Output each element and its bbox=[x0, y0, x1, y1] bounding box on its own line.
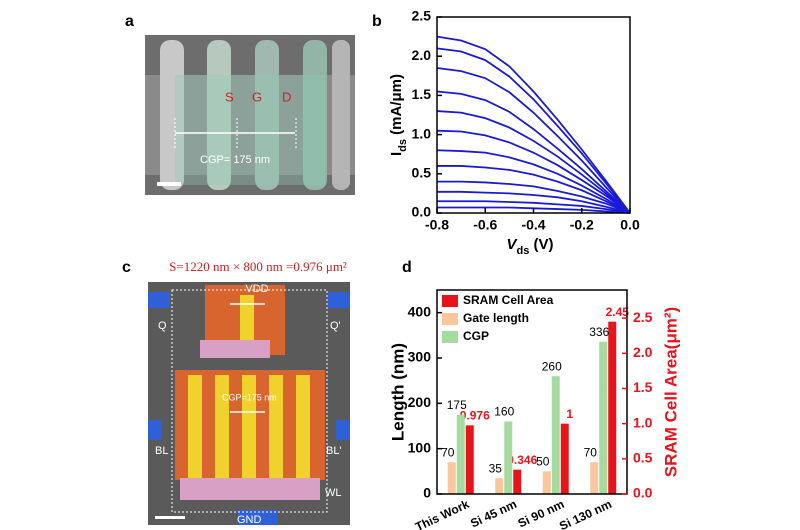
axis-title-main: V bbox=[506, 236, 518, 253]
image-text: S bbox=[225, 89, 234, 104]
plot-frame bbox=[436, 289, 628, 495]
y-tick-label: 100 bbox=[408, 439, 432, 455]
value-label: 2.45 bbox=[606, 305, 630, 319]
bar bbox=[551, 376, 560, 494]
y2-tick-label: 2.0 bbox=[633, 344, 653, 360]
image-text: CGP=175 nm bbox=[222, 392, 277, 402]
x-tick-label: Si 130 nm bbox=[557, 497, 614, 530]
y2-tick-label: 0.5 bbox=[633, 450, 653, 466]
bar bbox=[495, 478, 504, 494]
panel-label: d bbox=[402, 259, 412, 276]
image-text: D bbox=[282, 89, 291, 104]
panel-label: b bbox=[372, 13, 382, 30]
curve bbox=[436, 90, 631, 214]
y-tick-label: 1.0 bbox=[412, 125, 432, 141]
image-title: S=1220 nm × 800 nm =0.976 μm² bbox=[169, 259, 347, 274]
y-tick-label: 0.5 bbox=[412, 165, 432, 181]
bar bbox=[447, 462, 456, 494]
x-tick-label: 0.0 bbox=[620, 217, 640, 233]
curve bbox=[437, 180, 631, 214]
bar bbox=[513, 469, 522, 494]
curve bbox=[436, 149, 631, 214]
bar bbox=[590, 462, 599, 494]
image-text: CGP= 175 nm bbox=[200, 154, 270, 166]
sem-image-a bbox=[145, 35, 355, 195]
x-tick-label: -0.8 bbox=[425, 217, 449, 233]
image-text: Q bbox=[158, 320, 167, 332]
x-tick-label: Si 45 nm bbox=[468, 497, 519, 530]
curve bbox=[436, 47, 631, 214]
value-label: 70 bbox=[441, 445, 455, 459]
curve bbox=[437, 165, 631, 214]
x-tick-label: -0.6 bbox=[473, 217, 497, 233]
value-label: 1 bbox=[566, 407, 573, 421]
image-text: BL' bbox=[326, 445, 342, 457]
y2-tick-label: 2.5 bbox=[633, 309, 653, 325]
bar bbox=[504, 421, 513, 494]
panel-label: c bbox=[122, 259, 131, 276]
curve bbox=[436, 35, 631, 214]
y-tick-label: 1.5 bbox=[412, 86, 432, 102]
image-text: WL bbox=[325, 487, 342, 499]
bar bbox=[456, 414, 465, 494]
curve bbox=[436, 67, 631, 214]
y-tick-label: 0.0 bbox=[412, 204, 432, 220]
panel-label: a bbox=[125, 13, 134, 30]
y-tick-label: 200 bbox=[408, 394, 432, 410]
y2-tick-label: 1.0 bbox=[633, 414, 653, 430]
axis-title-unit: (mA/μm) bbox=[388, 74, 405, 139]
y2-tick-label: 0.0 bbox=[633, 485, 653, 501]
axis-title-main: I bbox=[388, 152, 405, 156]
axis-title-sub: ds bbox=[517, 245, 530, 257]
legend-label: Gate length bbox=[463, 311, 529, 325]
legend-swatch bbox=[442, 331, 458, 343]
x-tick-label: -0.2 bbox=[570, 217, 594, 233]
sem-image-c bbox=[148, 282, 350, 525]
curve bbox=[436, 129, 631, 214]
image-text: GND bbox=[237, 514, 262, 526]
legend-swatch bbox=[442, 313, 458, 325]
value-label: 70 bbox=[584, 445, 598, 459]
image-text: VDD bbox=[245, 283, 268, 295]
axis-title-unit: (V) bbox=[529, 236, 553, 253]
value-label: 0.976 bbox=[460, 409, 490, 423]
image-text: BL bbox=[155, 445, 168, 457]
value-label: 50 bbox=[536, 455, 550, 469]
y-tick-label: 400 bbox=[408, 303, 432, 319]
axis-title: Vds (V) bbox=[506, 236, 553, 257]
legend-label: CGP bbox=[463, 329, 489, 343]
plot-frame bbox=[436, 16, 631, 214]
value-label: 175 bbox=[447, 398, 467, 412]
value-label: 160 bbox=[494, 405, 514, 419]
legend-swatch bbox=[442, 295, 458, 307]
curve bbox=[437, 200, 631, 214]
x-tick-label: -0.4 bbox=[521, 217, 545, 233]
y-tick-label: 300 bbox=[408, 349, 432, 365]
value-label: 336 bbox=[589, 325, 609, 339]
curve bbox=[436, 110, 631, 214]
image-text: G bbox=[252, 89, 262, 104]
value-label: 260 bbox=[542, 359, 562, 373]
bar bbox=[465, 425, 474, 494]
bar bbox=[542, 471, 551, 494]
y2-tick-label: 1.5 bbox=[633, 379, 653, 395]
y-tick-label: 0 bbox=[423, 485, 431, 501]
y-tick-label: 2.0 bbox=[412, 47, 432, 63]
image-text: Q' bbox=[330, 320, 341, 332]
bar bbox=[608, 321, 617, 494]
legend-label: SRAM Cell Area bbox=[463, 293, 554, 307]
value-label: 0.346 bbox=[507, 453, 537, 467]
axis-title: Ids (mA/μm) bbox=[388, 74, 409, 156]
y-axis-title: Length (nm) bbox=[388, 343, 407, 441]
bar bbox=[599, 341, 608, 494]
x-tick-label: This Work bbox=[413, 497, 472, 530]
y-tick-label: 2.5 bbox=[412, 8, 432, 24]
value-label: 35 bbox=[489, 461, 503, 475]
bar bbox=[560, 423, 569, 494]
y2-axis-title: SRAM Cell Area(μm²) bbox=[661, 307, 680, 477]
axis-title-sub: ds bbox=[397, 139, 409, 152]
curve bbox=[437, 190, 631, 214]
